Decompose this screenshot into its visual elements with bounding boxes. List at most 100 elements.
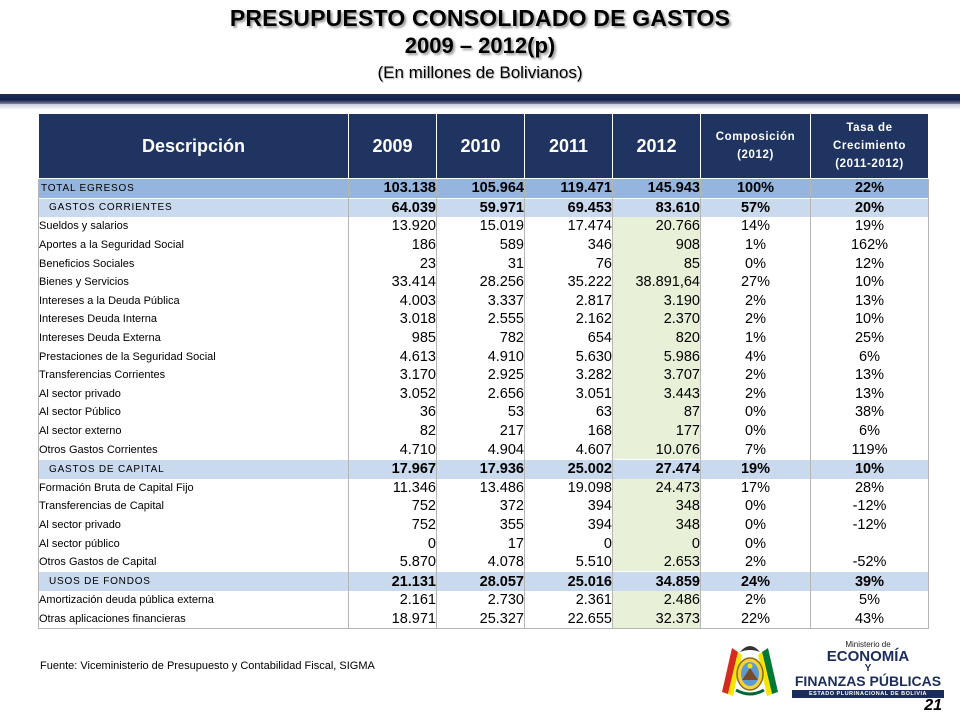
header-2011: 2011 (524, 113, 613, 179)
cell-2009: 64.039 (348, 197, 437, 218)
budget-table: Descripción 2009 2010 2011 2012 Composic… (38, 113, 929, 630)
cell-2012: 83.610 (612, 197, 701, 218)
budget-table-container: Descripción 2009 2010 2011 2012 Composic… (38, 113, 929, 630)
cell-2012: 20.766 (612, 217, 701, 236)
cell-2011: 35.222 (524, 272, 613, 292)
row-label: Sueldos y salarios (38, 217, 349, 236)
cell-2009: 3.170 (348, 365, 437, 385)
cell-2011: 3.051 (524, 384, 613, 404)
row-label: GASTOS CORRIENTES (38, 197, 349, 218)
cell-2010: 17.936 (436, 458, 525, 479)
page-title: PRESUPUESTO CONSOLIDADO DE GASTOS (229, 5, 731, 31)
cell-2011: 76 (524, 254, 613, 273)
cell-growth-rate: 5% (810, 591, 929, 610)
cell-2009: 18.971 (348, 609, 437, 630)
cell-2009: 3.018 (348, 310, 437, 329)
cell-growth-rate: 38% (810, 403, 929, 422)
cell-2009: 21.131 (348, 571, 437, 592)
ministry-logo: Ministerio de ECONOMÍA Y FINANZAS PÚBLIC… (718, 640, 944, 702)
table-section-row: GASTOS DE CAPITAL 17.967 17.936 25.002 27.47… (38, 458, 929, 479)
table-body: TOTAL EGRESOS 103.138 105.964 119.471 145.94… (38, 178, 929, 630)
cell-2011: 394 (524, 515, 613, 535)
cell-2011: 0 (524, 534, 613, 553)
header-2010: 2010 (436, 113, 525, 179)
row-label: Otros Gastos de Capital (38, 552, 349, 572)
table-row: Transferencias de Capital 752 372 394 348 0% -… (38, 497, 929, 516)
cell-2010: 4.078 (436, 552, 525, 572)
table-row: Intereses Deuda Externa 985 782 654 820 1% 25% (38, 328, 929, 348)
table-row: Transferencias Corrientes 3.170 2.925 3.282… (38, 365, 929, 385)
cell-2012: 2.370 (612, 310, 701, 329)
row-label: Al sector público (38, 534, 349, 553)
cell-2009: 752 (348, 515, 437, 535)
cell-2009: 23 (348, 254, 437, 273)
cell-composition: 27% (700, 272, 811, 292)
table-row: Prestaciones de la Seguridad Social 4.613… (38, 347, 929, 366)
cell-2012: 2.486 (612, 591, 701, 610)
row-label: Amortización deuda pública externa (38, 591, 349, 610)
table-row: Otras aplicaciones financieras 18.971 25.3… (38, 609, 929, 630)
row-label: Intereses a la Deuda Pública (38, 291, 349, 311)
row-label: Beneficios Sociales (38, 254, 349, 273)
table-row: Otros Gastos Corrientes 4.710 4.904 4.607 10… (38, 440, 929, 460)
cell-composition: 0% (700, 254, 811, 273)
cell-2011: 346 (524, 235, 613, 255)
cell-growth-rate: 28% (810, 478, 929, 498)
cell-2012: 85 (612, 254, 701, 273)
cell-growth-rate: 13% (810, 365, 929, 385)
cell-2010: 28.256 (436, 272, 525, 292)
cell-growth-rate: 39% (810, 571, 929, 592)
cell-2012: 2.653 (612, 552, 701, 572)
cell-2010: 372 (436, 497, 525, 516)
cell-2012: 348 (612, 515, 701, 535)
table-row: Formación Bruta de Capital Fijo 11.346 13.… (38, 478, 929, 498)
cell-2011: 63 (524, 403, 613, 422)
cell-2011: 22.655 (524, 609, 613, 630)
cell-composition: 0% (700, 515, 811, 535)
table-row: Al sector privado 752 355 394 348 0% -12% (38, 515, 929, 535)
cell-2009: 17.967 (348, 458, 437, 479)
cell-2009: 4.003 (348, 291, 437, 311)
cell-composition: 1% (700, 235, 811, 255)
cell-composition: 4% (700, 347, 811, 366)
header-divider-shadow (0, 104, 960, 110)
cell-composition: 14% (700, 217, 811, 236)
row-label: Aportes a la Seguridad Social (38, 235, 349, 255)
cell-2009: 36 (348, 403, 437, 422)
cell-2012: 3.190 (612, 291, 701, 311)
row-label: Bienes y Servicios (38, 272, 349, 292)
cell-2009: 5.870 (348, 552, 437, 572)
header-description: Descripción (38, 113, 349, 179)
cell-2011: 2.162 (524, 310, 613, 329)
header-growth-line3: (2011-2012) (835, 158, 904, 170)
cell-growth-rate: -52% (810, 552, 929, 572)
cell-2010: 31 (436, 254, 525, 273)
row-label: Formación Bruta de Capital Fijo (38, 478, 349, 498)
header-growth-line2: Crecimiento (832, 140, 907, 152)
cell-2010: 217 (436, 421, 525, 441)
cell-composition: 19% (700, 458, 811, 479)
header-composition-line1: Composición (715, 131, 796, 143)
cell-2010: 2.656 (436, 384, 525, 404)
cell-2012: 145.943 (612, 178, 701, 199)
table-row: Sueldos y salarios 13.920 15.019 17.474 20.7… (38, 217, 929, 236)
cell-2012: 0 (612, 534, 701, 553)
cell-2010: 28.057 (436, 571, 525, 592)
cell-composition: 22% (700, 609, 811, 630)
cell-2012: 3.707 (612, 365, 701, 385)
cell-2012: 27.474 (612, 458, 701, 479)
cell-composition: 0% (700, 403, 811, 422)
cell-growth-rate: 119% (810, 440, 929, 460)
cell-2010: 2.730 (436, 591, 525, 610)
cell-2009: 186 (348, 235, 437, 255)
header-2009: 2009 (348, 113, 437, 179)
cell-composition: 0% (700, 497, 811, 516)
cell-2010: 53 (436, 403, 525, 422)
table-header-row: Descripción 2009 2010 2011 2012 Composic… (38, 113, 929, 179)
logo-line1: Ministerio de (845, 640, 891, 649)
cell-2010: 59.971 (436, 197, 525, 218)
cell-2012: 24.473 (612, 478, 701, 498)
logo-line4: FINANZAS PÚBLICAS (794, 673, 942, 689)
cell-2009: 3.052 (348, 384, 437, 404)
coat-of-arms-icon (722, 646, 778, 696)
